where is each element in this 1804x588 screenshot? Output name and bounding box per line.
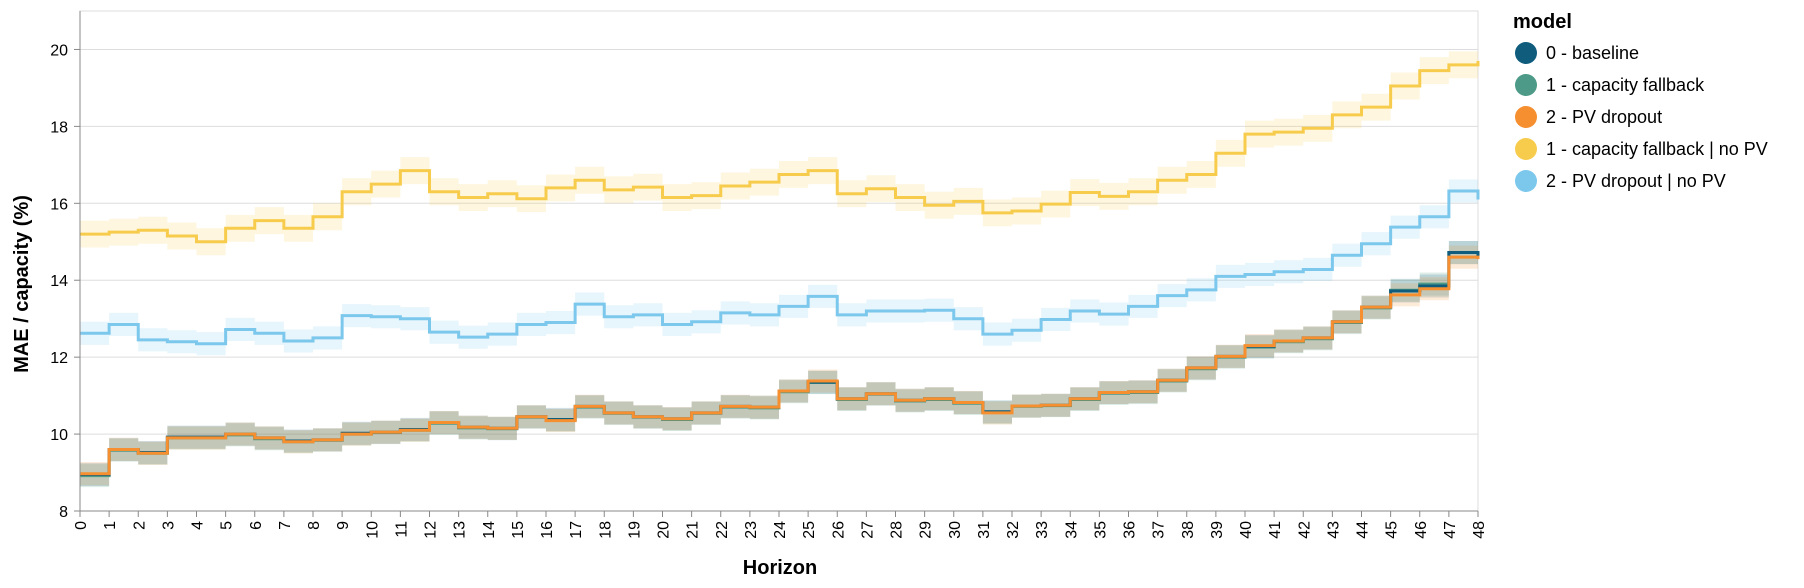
line-series-2 (80, 255, 1480, 476)
grid-lines (79, 10, 1479, 512)
x-tick-label: 0 (73, 521, 90, 530)
x-tick-label: 30 (947, 521, 964, 539)
line-series-4 (80, 189, 1480, 346)
x-tick-label: 29 (918, 521, 935, 539)
legend-label: 2 - PV dropout | no PV (1546, 171, 1726, 191)
x-tick-label: 8 (306, 521, 323, 530)
x-tick-label: 18 (597, 521, 614, 539)
x-tick-label: 31 (976, 521, 993, 539)
band-series-4 (80, 179, 1478, 356)
x-tick-label: 36 (1122, 521, 1139, 539)
legend-label: 1 - capacity fallback (1546, 75, 1705, 95)
y-axis-title: MAE / capacity (%) (11, 195, 33, 373)
x-tick-label: 20 (656, 521, 673, 539)
confidence-bands (80, 47, 1478, 488)
x-tick-label: 10 (364, 521, 381, 539)
legend-label: 2 - PV dropout (1546, 107, 1662, 127)
x-tick-label: 34 (1063, 521, 1080, 539)
legend-swatch (1515, 74, 1537, 96)
y-tick-label: 16 (50, 196, 68, 213)
x-tick-label: 2 (131, 521, 148, 530)
x-tick-label: 32 (1005, 521, 1022, 539)
x-tick-label: 17 (568, 521, 585, 539)
legend: model 0 - baseline 1 - capacity fallback 2… (1513, 11, 1768, 192)
x-tick-label: 44 (1355, 521, 1372, 539)
x-tick-label: 27 (859, 521, 876, 539)
x-tick-label: 16 (539, 521, 556, 539)
x-tick-label: 48 (1471, 521, 1488, 539)
x-tick-label: 26 (830, 521, 847, 539)
x-tick-label: 23 (743, 521, 760, 539)
x-tick-label: 21 (685, 521, 702, 539)
x-tick-label: 43 (1325, 521, 1342, 539)
x-tick-label: 6 (248, 521, 265, 530)
series-lines (80, 61, 1480, 478)
band-series-3 (80, 47, 1478, 256)
legend-swatch (1515, 42, 1537, 64)
legend-swatch (1515, 138, 1537, 160)
y-tick-label: 18 (50, 119, 68, 136)
x-tick-label: 24 (772, 521, 789, 539)
x-tick-label: 39 (1209, 521, 1226, 539)
x-tick-label: 42 (1296, 521, 1313, 539)
legend-title: model (1513, 11, 1572, 33)
x-tick-label: 41 (1267, 521, 1284, 539)
x-tick-label: 47 (1442, 521, 1459, 539)
y-tick-label: 10 (50, 427, 68, 444)
x-tick-label: 5 (219, 521, 236, 530)
x-tick-label: 12 (423, 521, 440, 539)
legend-label: 0 - baseline (1546, 43, 1639, 63)
y-tick-label: 12 (50, 350, 68, 367)
y-tick-label: 8 (59, 504, 68, 521)
x-tick-label: 28 (889, 521, 906, 539)
x-tick-label: 35 (1092, 521, 1109, 539)
y-tick-label: 14 (50, 273, 68, 290)
legend-swatch (1515, 106, 1537, 128)
x-tick-label: 11 (393, 521, 410, 538)
x-tick-label: 33 (1034, 521, 1051, 539)
x-tick-label: 4 (190, 521, 207, 530)
x-tick-label: 45 (1384, 521, 1401, 539)
x-tick-label: 25 (801, 521, 818, 539)
x-tick-label: 14 (481, 521, 498, 539)
x-axis-title: Horizon (743, 557, 817, 579)
x-tick-label: 3 (160, 521, 177, 530)
y-tick-label: 20 (50, 42, 68, 59)
legend-swatch (1515, 170, 1537, 192)
x-tick-label: 37 (1151, 521, 1168, 539)
x-tick-label: 22 (714, 521, 731, 539)
x-tick-label: 19 (626, 521, 643, 539)
x-tick-label: 38 (1180, 521, 1197, 539)
x-tick-label: 9 (335, 521, 352, 530)
x-tick-label: 40 (1238, 521, 1255, 539)
line-series-3 (80, 61, 1480, 244)
x-tick-label: 1 (102, 521, 119, 530)
x-tick-label: 7 (277, 521, 294, 530)
legend-label: 1 - capacity fallback | no PV (1546, 139, 1768, 159)
x-tick-label: 15 (510, 521, 527, 539)
x-tick-label: 46 (1413, 521, 1430, 539)
x-tick-label: 13 (452, 521, 469, 539)
